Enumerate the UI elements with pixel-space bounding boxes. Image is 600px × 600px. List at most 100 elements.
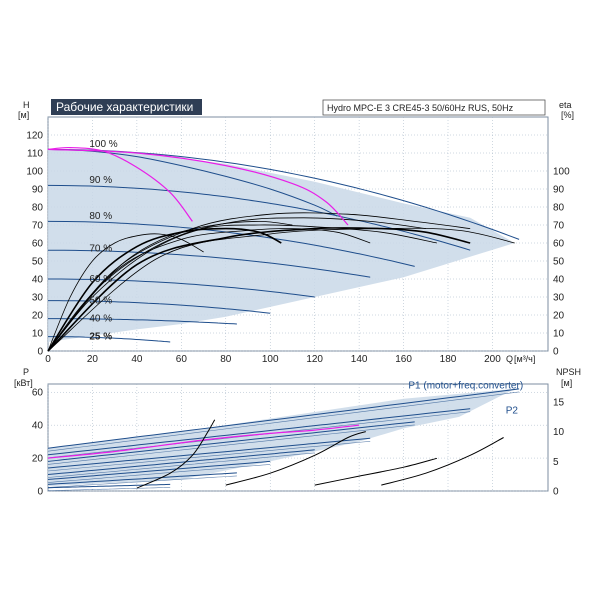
hq-y2-label: eta — [559, 100, 572, 110]
series-label: P1 (motor+freq.converter) — [408, 381, 523, 392]
pq-y2-ticks: 0 5 10 15 — [553, 397, 565, 497]
y2-tick-label: 90 — [553, 185, 565, 196]
power-curve — [47, 421, 415, 462]
y-tick-label: 40 — [32, 275, 44, 286]
magenta-curve — [47, 146, 193, 222]
power-curve-p2 — [47, 487, 171, 491]
power-curve-p2 — [47, 441, 371, 472]
y2-tick-label: 60 — [553, 239, 565, 250]
hq-y2-unit: [%] — [561, 110, 574, 120]
pq-npsh-curves — [136, 419, 504, 489]
pq-y-ticks: 0 20 40 60 — [32, 388, 44, 498]
pq-y-label: P — [23, 367, 29, 377]
speed-label: 50 % — [89, 296, 112, 307]
chart-title-background — [51, 99, 202, 115]
y2-tick-label: 50 — [553, 257, 565, 268]
y-tick-label: 90 — [32, 185, 44, 196]
y-tick-label: 50 — [32, 257, 44, 268]
system-curve — [47, 148, 338, 217]
speed-curve — [47, 249, 371, 278]
eta-curve — [47, 226, 471, 352]
pq-power-curves — [47, 388, 520, 491]
y-tick-label: 100 — [26, 167, 43, 178]
power-curve — [47, 408, 471, 456]
x-tick-label: 200 — [484, 354, 501, 365]
hq-x-label: Q — [506, 354, 513, 364]
hq-y2-ticks: 0 10 20 30 40 50 60 70 80 90 100 — [553, 167, 570, 358]
x-tick-label: 180 — [440, 354, 457, 365]
y2-tick-label: 30 — [553, 293, 565, 304]
x-tick-label: 160 — [395, 354, 412, 365]
hq-y-ticks: 0 10 20 30 40 50 60 70 80 90 100 110 120 — [26, 131, 43, 358]
eta-curve — [47, 224, 437, 352]
eta-curve — [47, 220, 293, 352]
y-tick-label: 60 — [32, 239, 44, 250]
pq-y2-label: NPSH — [556, 367, 581, 377]
power-curve — [47, 388, 520, 449]
eta-curve — [47, 233, 204, 352]
chart-subtitle-box — [322, 99, 546, 116]
hq-speed-labels: 100 % 90 % 80 % 70 % 60 % 50 % 40 % 25 % — [89, 139, 117, 343]
y-tick-label: 20 — [32, 454, 44, 465]
x-tick-label: 120 — [306, 354, 323, 365]
magenta-curve — [47, 424, 360, 459]
hq-x-ticks: 0 20 40 60 80 100 120 140 160 180 200 — [45, 354, 501, 365]
x-tick-label: 100 — [262, 354, 279, 365]
y-tick-label: 0 — [37, 347, 43, 358]
y2-tick-label: 20 — [553, 311, 565, 322]
y-tick-label: 110 — [27, 149, 43, 160]
hq-y-unit: [м] — [18, 110, 29, 120]
eta-curve — [47, 212, 471, 352]
y2-tick-label: 5 — [553, 457, 559, 468]
speed-curve — [47, 300, 271, 314]
speed-label: 70 % — [89, 243, 112, 254]
speed-label: 40 % — [89, 314, 112, 325]
x-tick-label: 80 — [220, 354, 232, 365]
y-tick-label: 70 — [32, 221, 44, 232]
hq-plot: 0 20 40 60 80 100 120 140 160 180 200 010203040506… — [26, 116, 570, 365]
y-tick-label: 120 — [26, 131, 43, 142]
series-label: P2 — [506, 405, 519, 416]
speed-curve — [47, 184, 471, 251]
magenta-curve — [47, 148, 349, 226]
x-tick-label: 20 — [87, 354, 99, 365]
y-tick-label: 30 — [32, 293, 44, 304]
y2-tick-label: 80 — [553, 203, 565, 214]
y2-tick-label: 0 — [553, 347, 559, 358]
hq-speed-curves — [47, 148, 520, 343]
hq-y-label: H — [23, 100, 30, 110]
y-tick-label: 20 — [32, 311, 44, 322]
y2-tick-label: 70 — [553, 221, 565, 232]
pq-y-unit: [кВт] — [14, 378, 33, 388]
y2-tick-label: 0 — [553, 487, 559, 498]
chart-title: Рабочие характеристики — [56, 100, 193, 114]
x-tick-label: 60 — [176, 354, 188, 365]
eta-curve — [47, 217, 426, 352]
y-tick-label: 40 — [32, 421, 44, 432]
speed-curve — [48, 336, 171, 343]
y-tick-label: 0 — [37, 487, 43, 498]
npsh-curve — [381, 437, 504, 486]
speed-label: 25 % — [89, 332, 112, 343]
y2-tick-label: 100 — [553, 167, 570, 178]
speed-label: 90 % — [89, 175, 112, 186]
chart-subtitle: Hydro MPC-E 3 CRE45-3 50/60Hz RUS, 50Hz — [327, 103, 514, 113]
y-tick-label: 80 — [32, 203, 44, 214]
pq-magenta-curve — [47, 424, 360, 459]
pq-series-labels: P1 (motor+freq.converter) P2 — [408, 381, 523, 417]
power-curve-p2 — [47, 475, 237, 488]
pq-plot: 0 20 40 60 0 5 10 15 P1 (motor+freq.converter)… — [32, 381, 565, 498]
npsh-curve — [225, 431, 366, 486]
speed-curve — [48, 278, 315, 298]
envelope-area — [48, 149, 515, 342]
y-tick-label: 10 — [32, 329, 44, 340]
npsh-curve — [314, 457, 438, 486]
power-curve — [47, 472, 237, 485]
x-tick-label: 140 — [351, 354, 368, 365]
speed-curve — [47, 220, 415, 267]
power-curve — [47, 483, 171, 489]
hq-magenta-curves — [47, 146, 349, 226]
pq-envelope — [48, 388, 515, 487]
npsh-curve — [136, 419, 216, 489]
